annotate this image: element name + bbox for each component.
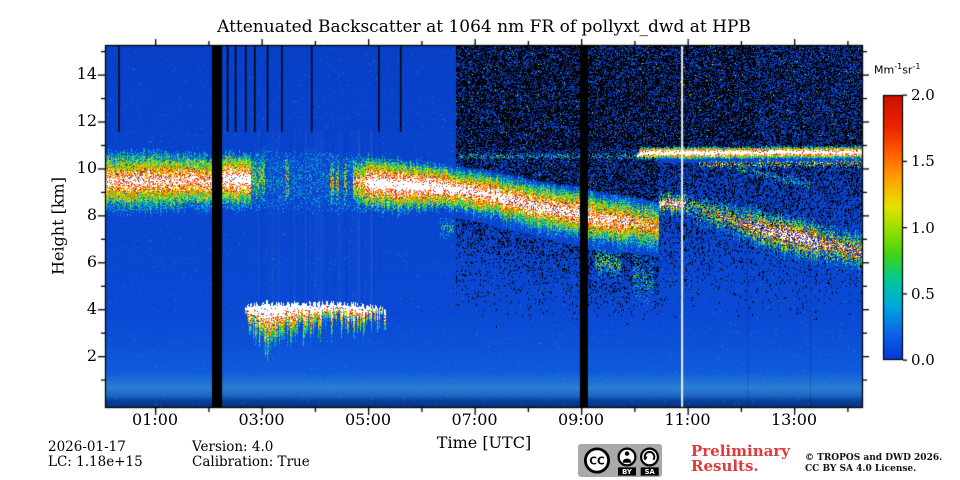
by-person-icon — [617, 447, 637, 467]
calibration-text: Calibration: True — [192, 454, 310, 470]
version-text: Version: 4.0 — [192, 439, 274, 455]
x-tick-label-3: 03:00 — [238, 410, 285, 429]
colorbar-unit-base1: Mm — [874, 63, 895, 77]
colorbar-tick-label-0: 0.0 — [911, 351, 935, 369]
y-tick-label-4: 4 — [86, 299, 97, 319]
colorbar-tick-label-3: 1.5 — [911, 152, 935, 171]
sa-arrow-icon — [639, 447, 659, 467]
cc-icon: CC — [583, 447, 611, 474]
x-tick-label-13: 13:00 — [770, 410, 818, 429]
preliminary-results-notice: Preliminary Results. — [691, 444, 790, 474]
colorbar-unit-exp2: -1 — [912, 62, 921, 71]
x-tick-label-1: 01:00 — [131, 410, 179, 429]
sa-text: SA — [645, 468, 656, 476]
y-tick-label-10: 10 — [76, 158, 97, 178]
preliminary-line2: Results. — [691, 457, 759, 475]
sa-label-box — [640, 467, 659, 476]
copyright-notice: © TROPOS and DWD 2026. CC BY SA 4.0 Lice… — [805, 453, 942, 475]
by-label-box — [618, 467, 636, 476]
plot-title: Attenuated Backscatter at 1064 nm FR of … — [217, 17, 751, 37]
colorbar-unit-exp1: -1 — [894, 62, 903, 71]
measurement-date: 2026-01-17 — [48, 439, 126, 455]
x-tick-label-5: 05:00 — [344, 410, 392, 429]
footer-date-lc: 2026-01-17 LC: 1.18e+15 — [48, 440, 143, 470]
colorbar-unit-label: Mm-1sr-1 — [874, 62, 920, 77]
cc-text: CC — [589, 456, 605, 468]
x-axis-label: Time [UTC] — [436, 433, 532, 452]
y-tick-label-12: 12 — [76, 111, 97, 131]
copyright-line2: CC BY SA 4.0 License. — [805, 464, 917, 474]
x-tick-label-11: 11:00 — [664, 410, 711, 429]
y-tick-label-6: 6 — [86, 252, 97, 272]
footer-version-calibration: Version: 4.0 Calibration: True — [192, 440, 310, 470]
colorbar-tick-label-2: 1.0 — [911, 218, 935, 237]
x-tick-label-7: 07:00 — [451, 410, 498, 429]
y-tick-label-2: 2 — [86, 345, 97, 365]
cc-by-sa-badge: CC BY SA — [578, 444, 662, 477]
y-tick-label-8: 8 — [86, 205, 97, 225]
colorbar-unit-base2: sr — [902, 63, 913, 77]
lidar-constant: LC: 1.18e+15 — [48, 454, 143, 470]
colorbar-tick-label-1: 0.5 — [911, 284, 935, 303]
colorbar-tick-label-4: 2.0 — [911, 86, 935, 104]
preliminary-line1: Preliminary — [691, 442, 790, 460]
x-tick-label-9: 09:00 — [557, 410, 605, 429]
by-text: BY — [622, 468, 632, 476]
copyright-line1: © TROPOS and DWD 2026. — [805, 453, 943, 463]
y-tick-label-14: 14 — [76, 64, 97, 84]
